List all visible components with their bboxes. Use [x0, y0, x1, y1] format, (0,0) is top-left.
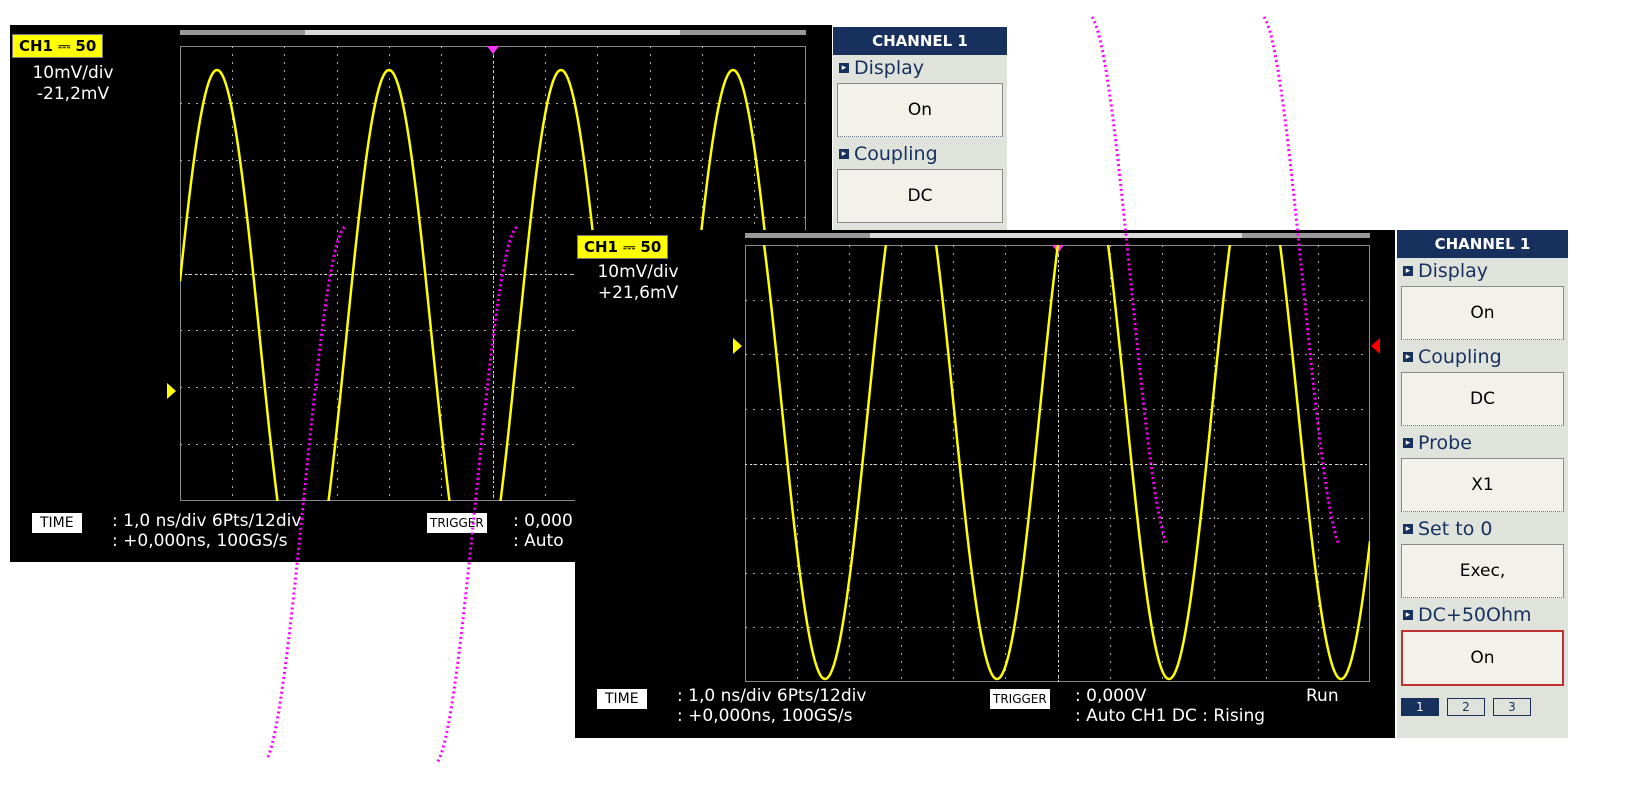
offset-value: +21,6mV: [597, 283, 679, 303]
run-state[interactable]: Run: [1306, 686, 1339, 706]
channel-badge[interactable]: CH1 ⎓ 50: [12, 34, 104, 58]
oscilloscope-screen-front: CH1 ⎓ 50 10mV/div +21,6mV TIME : 1,0 ns/…: [575, 230, 1395, 738]
volts-per-div: 10mV/div: [32, 63, 114, 83]
waveform-grid: [745, 245, 1370, 682]
offset-value: -21,2mV: [36, 84, 110, 104]
arrow-right-icon: ▸: [1403, 610, 1413, 620]
trigger-info-line1: : 0,000V: [1075, 686, 1147, 706]
arrow-right-icon: ▸: [1403, 266, 1413, 276]
channel-menu: CHANNEL 1 ▸ Display On ▸ Coupling DC ▸ Prob…: [1397, 230, 1568, 738]
menu-page-selector: 1 2 3: [1397, 690, 1568, 716]
coupling-value-button[interactable]: DC: [837, 169, 1003, 223]
waveform-trace: [180, 68, 795, 501]
trigger-info-line1: : 0,000: [513, 511, 573, 531]
dc-50ohm-value-button[interactable]: On: [1401, 630, 1564, 686]
memory-bar: [180, 30, 806, 35]
menu-title: CHANNEL 1: [833, 27, 1007, 55]
menu-item-coupling[interactable]: ▸ Coupling: [833, 141, 1007, 167]
display-value-button[interactable]: On: [1401, 286, 1564, 340]
menu-page-1[interactable]: 1: [1401, 698, 1439, 716]
arrow-right-icon: ▸: [1403, 524, 1413, 534]
menu-item-display[interactable]: ▸ Display: [833, 55, 1007, 81]
menu-title: CHANNEL 1: [1397, 230, 1568, 258]
time-info-line1: : 1,0 ns/div 6Pts/12div: [677, 686, 867, 706]
time-info-line1: : 1,0 ns/div 6Pts/12div: [112, 511, 302, 531]
set-to-zero-exec-button[interactable]: Exec,: [1401, 544, 1564, 598]
arrow-right-icon: ▸: [1403, 438, 1413, 448]
channel-level-marker[interactable]: [733, 338, 742, 354]
display-value-button[interactable]: On: [837, 83, 1003, 137]
clipped-trough-1: [266, 225, 347, 758]
trigger-position-marker: [487, 46, 499, 54]
channel-level-marker[interactable]: [167, 383, 176, 399]
trigger-info-line2: : Auto CH1 DC : Rising: [1075, 706, 1266, 726]
waveform-trace: [762, 245, 1370, 681]
arrow-right-icon: ▸: [839, 63, 849, 73]
clipped-trough-2: [436, 225, 519, 763]
probe-value-button[interactable]: X1: [1401, 458, 1564, 512]
menu-item-coupling[interactable]: ▸ Coupling: [1397, 344, 1568, 370]
menu-item-dc-50ohm[interactable]: ▸ DC+50Ohm: [1397, 602, 1568, 628]
trigger-level-marker[interactable]: [1371, 338, 1380, 354]
arrow-right-icon: ▸: [839, 149, 849, 159]
menu-item-display[interactable]: ▸ Display: [1397, 258, 1568, 284]
menu-page-3[interactable]: 3: [1493, 698, 1531, 716]
channel-badge[interactable]: CH1 ⎓ 50: [577, 235, 669, 259]
menu-item-probe[interactable]: ▸ Probe: [1397, 430, 1568, 456]
trigger-info-line2: : Auto: [513, 531, 564, 551]
channel-menu: CHANNEL 1 ▸ Display On ▸ Coupling DC: [833, 27, 1007, 230]
clipped-peak-2: [1262, 16, 1340, 544]
menu-page-2[interactable]: 2: [1447, 698, 1485, 716]
memory-bar: [745, 233, 1370, 238]
menu-item-set-to-zero[interactable]: ▸ Set to 0: [1397, 516, 1568, 542]
volts-per-div: 10mV/div: [597, 262, 679, 282]
coupling-value-button[interactable]: DC: [1401, 372, 1564, 426]
time-label: TIME: [597, 689, 647, 709]
trigger-label: TRIGGER: [990, 689, 1050, 709]
clipped-peak-1: [1090, 16, 1168, 544]
time-info-line2: : +0,000ns, 100GS/s: [112, 531, 288, 551]
arrow-right-icon: ▸: [1403, 352, 1413, 362]
time-info-line2: : +0,000ns, 100GS/s: [677, 706, 853, 726]
time-label: TIME: [32, 513, 82, 533]
